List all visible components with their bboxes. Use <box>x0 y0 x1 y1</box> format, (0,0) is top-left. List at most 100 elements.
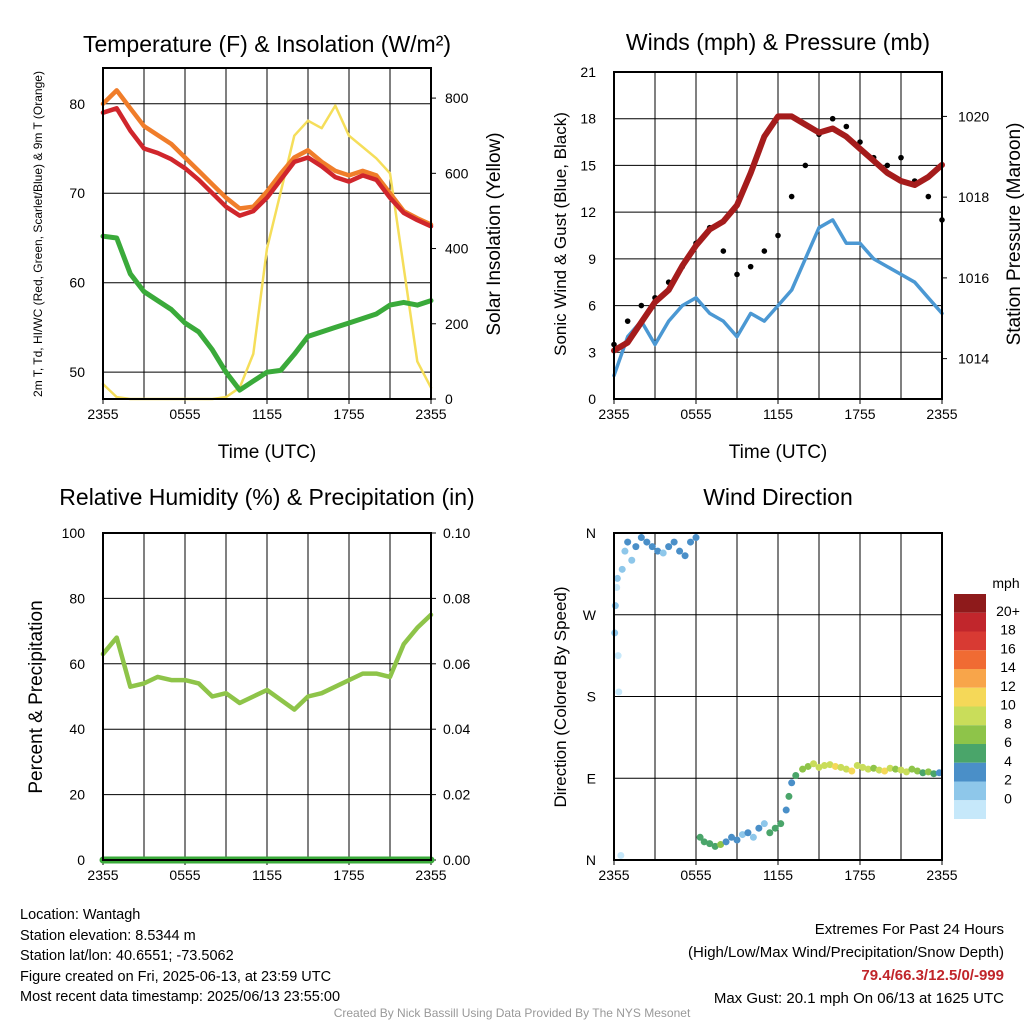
y-tick-label-left: 0 <box>77 852 85 868</box>
direction-point <box>711 842 719 850</box>
direction-point <box>611 602 619 610</box>
x-axis-label: Time (UTC) <box>218 442 317 463</box>
chart-title: Relative Humidity (%) & Precipitation (i… <box>59 484 474 510</box>
y-tick-label-right: 0.08 <box>443 590 470 606</box>
direction-point <box>700 838 708 846</box>
y-tick-label-left: S <box>587 689 596 705</box>
x-tick-label: 2355 <box>926 406 957 422</box>
direction-point <box>648 543 656 551</box>
direction-point <box>859 763 867 771</box>
y-axis-label-right-text: Station Pressure (Maroon) <box>1004 123 1024 346</box>
y-tick-label-left: 0 <box>588 391 596 407</box>
direction-point <box>670 538 678 546</box>
direction-point <box>826 761 834 769</box>
colorbar-swatch <box>954 631 986 651</box>
y-axis-label-right-text: Solar Insolation (Yellow) <box>484 132 505 335</box>
colorbar-label: 16 <box>1000 640 1016 656</box>
y-tick-label-left: 9 <box>588 251 596 267</box>
x-tick-label: 2355 <box>87 406 118 422</box>
direction-point <box>722 838 730 846</box>
colorbar-label: 18 <box>1000 622 1016 638</box>
direction-point <box>785 792 793 800</box>
y-tick-label-left: 80 <box>69 590 85 606</box>
direction-point <box>654 547 662 555</box>
direction-point <box>744 829 752 837</box>
x-tick-label: 1155 <box>763 406 793 422</box>
colorbar-label: 4 <box>1004 753 1012 769</box>
plot-border <box>102 67 432 400</box>
direction-point <box>749 833 757 841</box>
colorbar-label: 12 <box>1000 678 1016 694</box>
x-tick-label: 2355 <box>926 867 957 883</box>
y-tick-label-right: 800 <box>445 90 469 106</box>
chart-title: Wind Direction <box>703 484 853 510</box>
gust-point <box>829 115 836 122</box>
x-tick-label: 1755 <box>844 867 875 883</box>
y-tick-label-right: 0.02 <box>443 787 470 803</box>
direction-point <box>782 806 790 814</box>
station-info: Location: Wantagh Station elevation: 8.5… <box>20 905 340 1008</box>
y-tick-label-left: 18 <box>580 111 596 127</box>
y-tick-label-left: 3 <box>588 344 596 360</box>
colorbar-label: 10 <box>1000 697 1016 713</box>
y-tick-label-left: 12 <box>580 204 596 220</box>
y-tick-label-left: 60 <box>69 656 85 672</box>
colorbar-swatch <box>954 781 986 801</box>
y-tick-label-right: 400 <box>445 241 469 257</box>
series-line-humidity <box>100 612 434 712</box>
direction-point <box>853 762 861 770</box>
y-axis-label-right: Station Pressure (Maroon) <box>1004 123 1024 346</box>
y-axis-label-left: Direction (Colored By Speed) <box>551 586 570 807</box>
latlon-text: Station lat/lon: 40.6551; -73.5062 <box>20 948 234 964</box>
x-tick-label: 0555 <box>680 867 711 883</box>
x-tick-label: 1155 <box>252 406 282 422</box>
y-tick-label-left: 40 <box>69 721 85 737</box>
extremes-title: Extremes For Past 24 Hours <box>814 921 1004 938</box>
y-tick-label-right: 1018 <box>958 189 989 205</box>
x-tick-label: 0555 <box>680 406 711 422</box>
direction-point <box>848 767 856 775</box>
colorbar-swatch <box>954 762 986 782</box>
direction-point <box>799 765 807 773</box>
y-axis-label-left: Sonic Wind & Gust (Blue, Black) <box>551 112 570 356</box>
gust-point <box>734 271 740 278</box>
credit-text: Created By Nick Bassill Using Data Provi… <box>333 1006 691 1020</box>
direction-point <box>628 556 636 564</box>
x-tick-label: 1155 <box>763 867 793 883</box>
y-tick-label-left: N <box>586 852 596 868</box>
gust-point <box>720 248 727 254</box>
direction-point <box>624 538 632 546</box>
max-gust-text: Max Gust: 20.1 mph On 06/13 at 1625 UTC <box>713 990 1004 1007</box>
x-tick-label: 0555 <box>169 867 200 883</box>
direction-point <box>924 768 932 776</box>
y-tick-label-right: 600 <box>445 165 469 181</box>
colorbar-swatch <box>954 687 986 707</box>
x-tick-label: 1755 <box>333 867 364 883</box>
x-tick-label: 2355 <box>415 406 446 422</box>
direction-point <box>687 538 695 546</box>
series-line-pressure <box>611 113 945 354</box>
x-tick-label: 2355 <box>598 406 629 422</box>
plot-border <box>102 532 432 861</box>
series-line-temperature <box>100 88 434 227</box>
colorbar-swatch <box>954 650 986 669</box>
y-tick-label-right: 0.06 <box>443 656 470 672</box>
gust-point <box>624 318 631 324</box>
direction-point <box>831 762 839 770</box>
direction-point <box>681 552 689 560</box>
colorbar-label: 6 <box>1004 734 1012 750</box>
created-text: Figure created on Fri, 2025-06-13, at 23… <box>20 968 332 985</box>
y-tick-label-left: N <box>586 525 596 541</box>
direction-point <box>820 762 828 770</box>
y-axis-label-left-text: Sonic Wind & Gust (Blue, Black) <box>551 112 570 356</box>
y-axis-label-left: Percent & Precipitation <box>26 600 47 793</box>
gust-point <box>802 162 809 169</box>
y-tick-label-left: 70 <box>69 185 85 201</box>
direction-point <box>881 767 889 775</box>
direction-point <box>837 763 845 771</box>
direction-point <box>771 824 779 832</box>
gust-point <box>884 162 891 169</box>
gust-point <box>747 263 754 270</box>
direction-point <box>613 574 621 582</box>
y-tick-label-right: 200 <box>445 316 469 332</box>
